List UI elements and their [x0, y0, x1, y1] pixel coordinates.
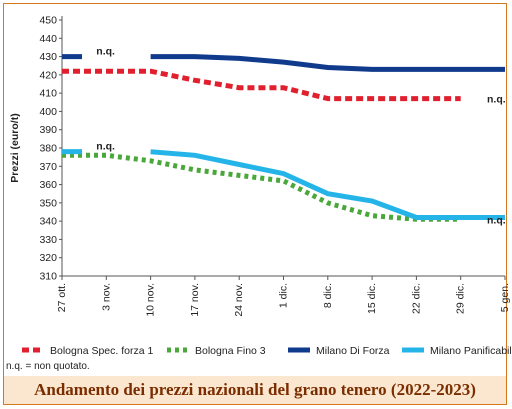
series-bologna-spec-forza-1-line: [62, 68, 461, 102]
legend-label: Bologna Spec. forza 1: [50, 345, 153, 357]
x-tick-label: 1 dic.: [278, 283, 290, 308]
title-bar: Andamento dei prezzi nazionali del grano…: [4, 376, 506, 404]
x-tick-label: 22 dic.: [410, 283, 422, 314]
y-tick-label: 350: [39, 197, 57, 209]
y-tick-label: 400: [39, 106, 57, 118]
y-tick-label: 340: [39, 216, 57, 228]
y-tick-label: 450: [39, 15, 57, 27]
nq-annotation: n.q.: [487, 94, 506, 106]
legend-label: Milano Panificabile: [430, 345, 512, 357]
footnote: n.q. = non quotato.: [6, 361, 90, 372]
chart-title: Andamento dei prezzi nazionali del grano…: [34, 380, 476, 399]
legend-label: Milano Di Forza: [316, 345, 390, 357]
legend-label: Bologna Fino 3: [195, 345, 266, 357]
x-tick-label: 27 ott.: [56, 283, 68, 312]
series-bologna-fino-3-line: [62, 152, 461, 222]
chart-frame: [3, 3, 507, 405]
y-tick-label: 410: [39, 88, 57, 100]
x-tick-label: 8 dic.: [322, 283, 334, 308]
y-tick-label: 430: [39, 51, 57, 63]
y-tick-label: 390: [39, 124, 57, 136]
nq-annotation: n.q.: [96, 141, 115, 153]
x-tick-label: 3 nov.: [100, 283, 112, 311]
x-tick-label: 29 dic.: [455, 283, 467, 314]
series-milano-panificabile-line: [150, 149, 505, 220]
y-axis-title: Prezzi (euro/t): [9, 113, 21, 182]
y-tick-label: 330: [39, 234, 57, 246]
y-tick-label: 440: [39, 33, 57, 45]
x-tick-label: 24 nov.: [233, 283, 245, 317]
nq-annotation: n.q.: [96, 46, 115, 58]
nq-annotation: n.q.: [487, 214, 506, 226]
x-tick-label: 15 dic.: [366, 283, 378, 314]
y-tick-label: 380: [39, 143, 57, 155]
y-tick-label: 420: [39, 69, 57, 81]
y-tick-label: 310: [39, 271, 57, 283]
series-milano-di-forza-line: [150, 54, 505, 72]
y-tick-label: 360: [39, 179, 57, 191]
y-tick-label: 320: [39, 252, 57, 264]
x-tick-label: 10 nov.: [145, 283, 157, 317]
y-tick-label: 370: [39, 161, 57, 173]
x-tick-label: 5 gen.: [499, 283, 511, 312]
x-tick-label: 17 nov.: [189, 283, 201, 317]
